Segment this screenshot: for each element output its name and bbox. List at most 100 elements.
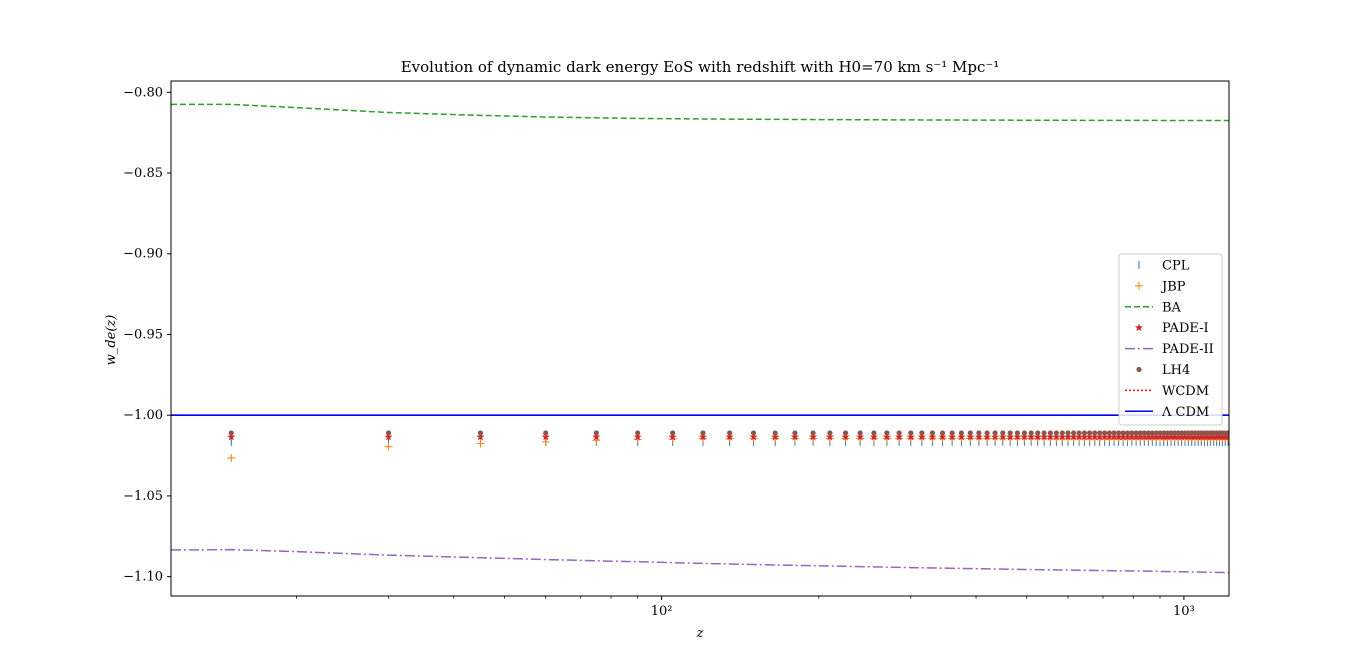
x-tick-label: 10²: [651, 604, 673, 619]
lh4-point: [727, 430, 733, 436]
pade-i-point: [1215, 432, 1224, 441]
pade-i-point: [1013, 432, 1022, 441]
lh4-point: [1153, 430, 1159, 436]
pade-i-point: [1136, 432, 1145, 441]
lh4-point: [1028, 430, 1034, 436]
pade-i-point: [1080, 432, 1089, 441]
legend-item-cdm: Λ CDM: [1125, 405, 1209, 420]
plot-frame: [170, 80, 1230, 597]
lh4-point: [1141, 430, 1147, 436]
lh4-point: [1225, 430, 1229, 436]
pade-i-point: [809, 432, 818, 441]
pade-i-point: [1170, 432, 1179, 441]
legend-item-pade-ii: PADE-II: [1125, 342, 1214, 357]
lh4-point: [1081, 430, 1088, 436]
pade-i-point: [1212, 432, 1221, 441]
lh4-point: [670, 430, 676, 436]
lh4-point: [1111, 430, 1117, 436]
pade-i-point: [966, 432, 975, 441]
lh4-point: [1071, 430, 1077, 436]
lh4-point: [1014, 430, 1021, 436]
pade-i-point: [771, 432, 780, 441]
pade-i-point: [948, 432, 957, 441]
legend: CPL JBP BA PADE-I PADE-II LH4 WCDM Λ CDM: [1118, 253, 1223, 426]
lh4-point: [772, 430, 778, 436]
legend-label: JBP: [1160, 279, 1186, 294]
pade-i-point: [1105, 432, 1114, 441]
legend-label: PADE-I: [1162, 321, 1209, 336]
x-axis-title: z: [696, 626, 704, 641]
lh4-point: [1021, 430, 1027, 436]
pade-i-point: [790, 432, 799, 441]
lh4-point: [1120, 430, 1126, 436]
lh4-point: [1129, 430, 1135, 436]
lh4-point: [1076, 430, 1082, 436]
lh4-point: [1164, 430, 1171, 436]
pade-i-point: [1152, 432, 1161, 441]
pade-i-point: [1209, 432, 1218, 441]
pade-ii-line: [171, 548, 1229, 574]
pade-i-point: [1123, 432, 1132, 441]
lh4-point: [1149, 430, 1155, 436]
pade-i-point: [1127, 432, 1136, 441]
pade-i-point: [1144, 432, 1153, 441]
pade-i-point: [1148, 432, 1157, 441]
lh4-point: [1092, 430, 1098, 436]
lh4-point: [919, 430, 925, 436]
lh4-point: [857, 430, 863, 436]
lh4-point: [1087, 430, 1093, 436]
pade-i-point: [841, 432, 850, 441]
lh4-point: [593, 430, 599, 436]
pade-i-point: [1177, 432, 1186, 441]
pade-i-point: [928, 432, 937, 441]
pade-i-point: [1052, 432, 1061, 441]
lh4-point: [1065, 430, 1071, 436]
lh4-point: [792, 430, 798, 436]
pade-i-point: [1046, 432, 1055, 441]
lh4-point: [1161, 430, 1167, 436]
pade-i-point: [1206, 432, 1215, 441]
legend-item-lh4: LH4: [1136, 363, 1190, 378]
pade-i-point: [1181, 432, 1190, 441]
legend-item-pade-i: PADE-I: [1135, 321, 1209, 336]
pade-i-point: [1184, 432, 1193, 441]
lh4-point: [750, 430, 757, 436]
pade-i-point: [895, 432, 904, 441]
pade-i-point: [1197, 432, 1206, 441]
lh4-point: [976, 430, 982, 436]
pade-i-point: [227, 432, 236, 441]
lh4-point: [228, 430, 234, 436]
jbp-point: [476, 439, 485, 448]
legend-swatch: [1136, 366, 1142, 373]
lh4-point: [810, 430, 816, 436]
lh4-point: [958, 430, 965, 436]
lh4-point: [842, 430, 849, 436]
pade-i-point: [1033, 432, 1042, 441]
legend-label: CPL: [1162, 259, 1190, 274]
pade-i-point: [1006, 432, 1015, 441]
lh4-point: [1133, 430, 1139, 436]
lh4-point: [1137, 430, 1143, 436]
pade-i-point: [1167, 432, 1176, 441]
pade-i-point: [1187, 432, 1196, 441]
lh4-point: [1102, 430, 1108, 436]
lh4-point: [884, 430, 890, 436]
jbp-point: [227, 453, 236, 462]
legend-swatch: [1135, 281, 1143, 290]
pade-i-point: [1140, 432, 1149, 441]
legend-item-ba: BA: [1125, 300, 1182, 315]
pade-i-point: [1040, 432, 1049, 441]
lh4-point: [1059, 430, 1065, 436]
ba-line: [171, 103, 1229, 122]
lh4-point: [1047, 430, 1053, 436]
chart-title: Evolution of dynamic dark energy EoS wit…: [401, 58, 1000, 76]
pade-i-point: [1190, 432, 1199, 441]
lh4-point: [984, 430, 990, 436]
x-tick-label: 10³: [1173, 604, 1195, 619]
pade-i-point: [1159, 432, 1168, 441]
pade-i-point: [906, 432, 915, 441]
legend-label: PADE-II: [1162, 342, 1214, 357]
pade-i-point: [1119, 432, 1128, 441]
